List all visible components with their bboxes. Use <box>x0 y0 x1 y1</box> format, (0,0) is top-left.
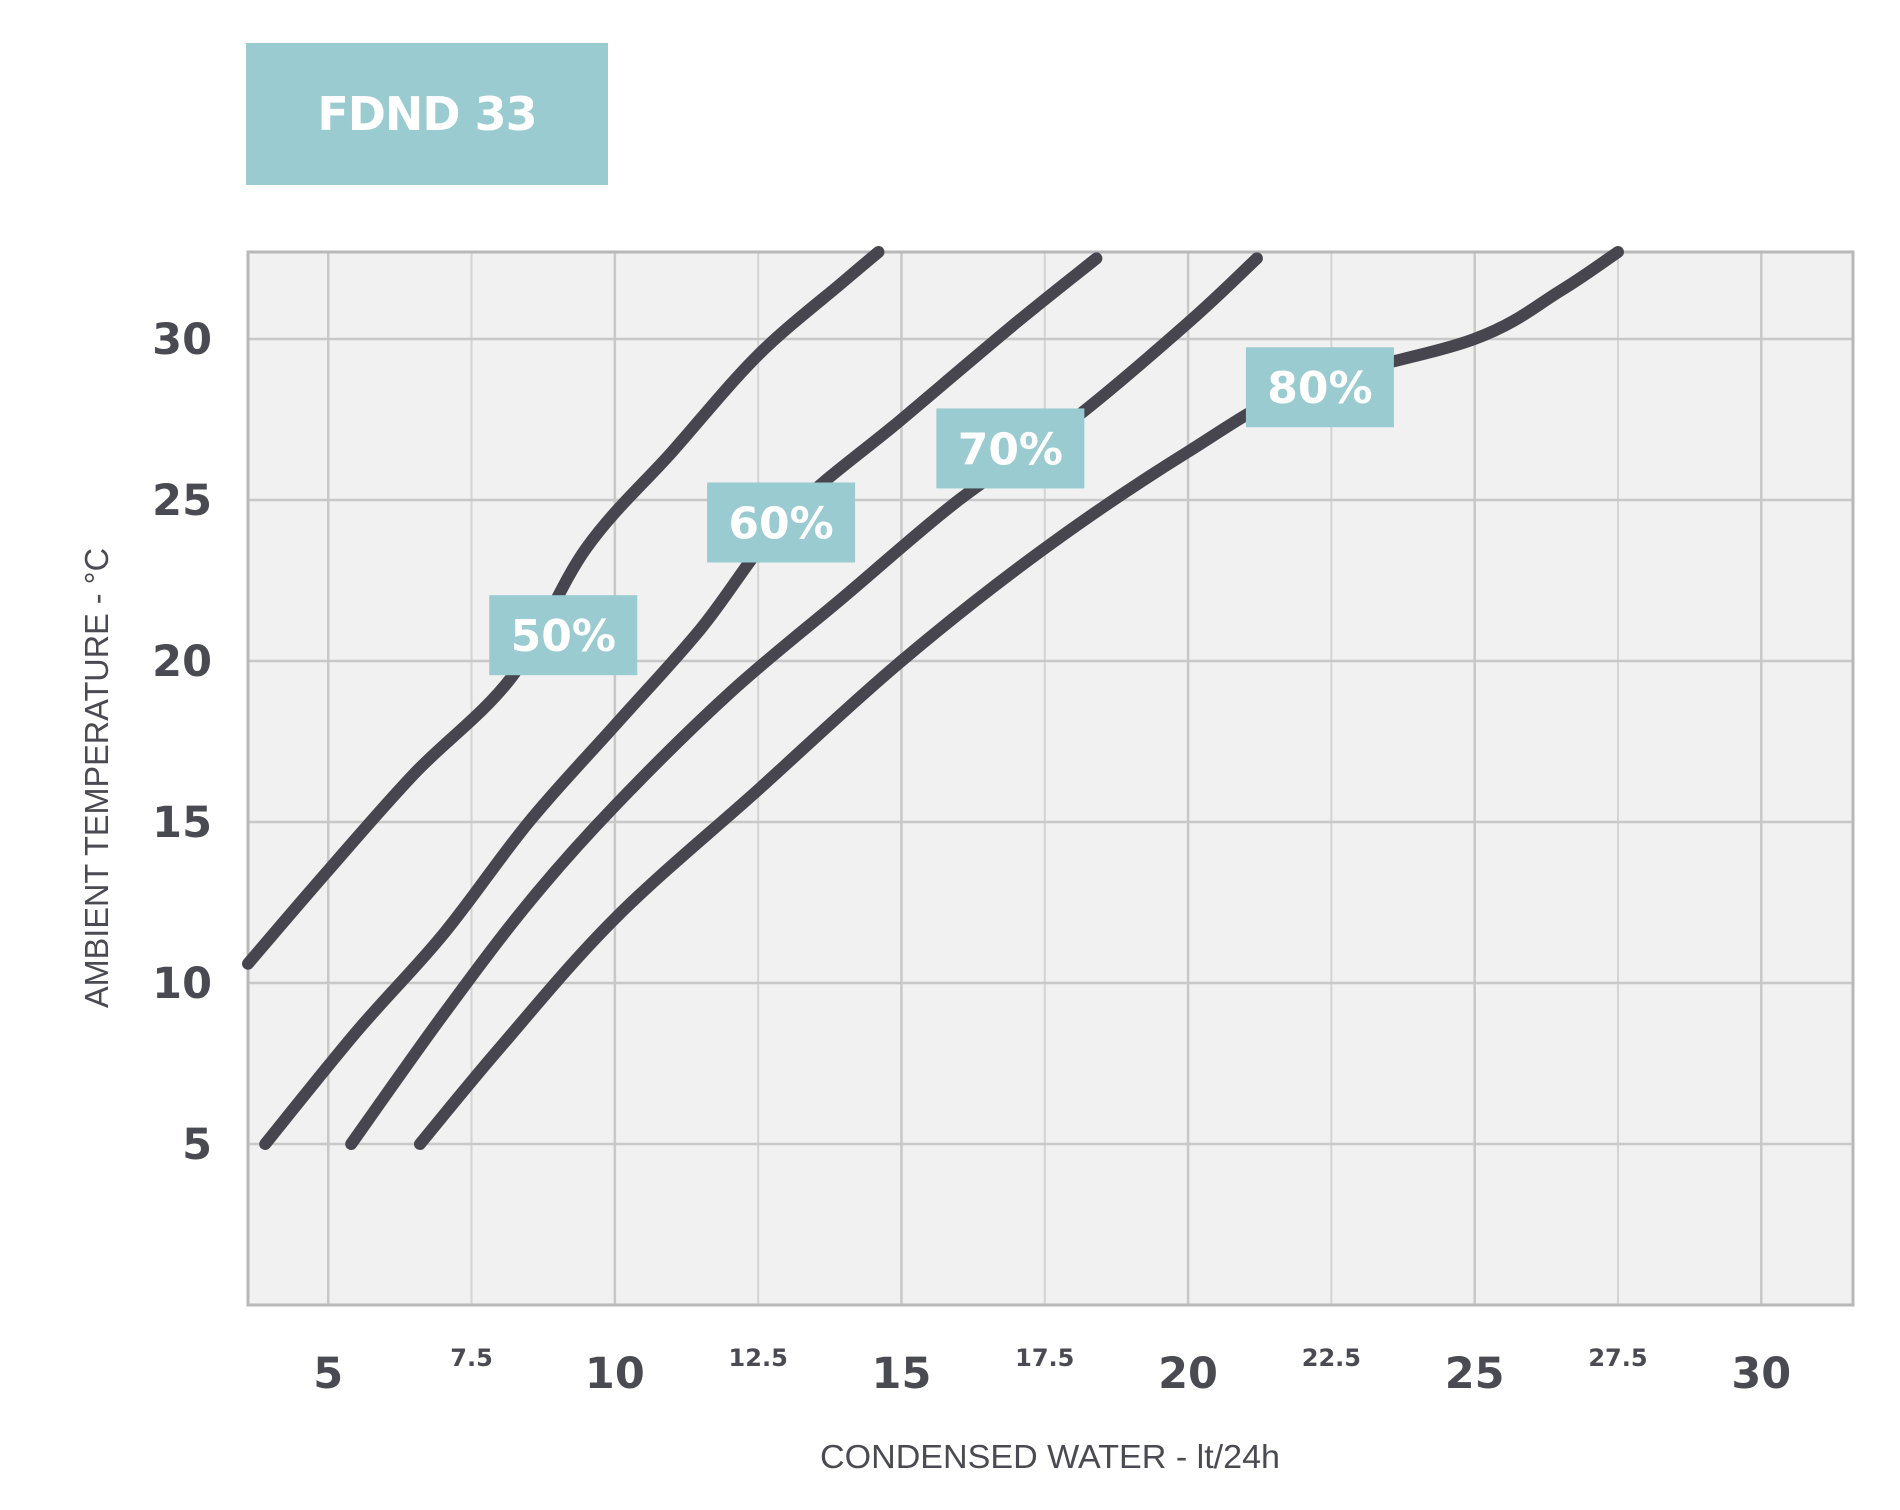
series-label-box <box>489 595 638 676</box>
series-line <box>259 252 1103 1150</box>
series-line <box>414 246 1624 1150</box>
y-tick-label: 25 <box>152 476 212 526</box>
y-tick-label: 30 <box>152 315 212 365</box>
series-label: 80% <box>1267 363 1372 414</box>
series-label: 70% <box>958 424 1063 475</box>
series-lines <box>242 246 1624 1150</box>
series-label-box <box>1245 347 1394 428</box>
x-tick-label: 10 <box>585 1349 645 1399</box>
x-tick-label: 22.5 <box>1302 1344 1361 1372</box>
y-tick-label: 5 <box>182 1120 212 1170</box>
series-line <box>345 252 1263 1150</box>
chart-title: FDND 33 <box>317 87 537 141</box>
y-tick-label: 10 <box>152 959 212 1009</box>
series-label: 50% <box>511 611 616 662</box>
x-tick-label: 12.5 <box>729 1344 788 1372</box>
x-tick-label: 30 <box>1731 1349 1791 1399</box>
x-tick-label: 17.5 <box>1015 1344 1074 1372</box>
x-tick-label: 15 <box>872 1349 932 1399</box>
series-label: 60% <box>728 498 833 549</box>
x-tick-label: 25 <box>1445 1349 1505 1399</box>
x-tick-label: 5 <box>313 1349 343 1399</box>
y-tick-label: 20 <box>152 637 212 687</box>
x-tick-label: 27.5 <box>1588 1344 1647 1372</box>
x-tick-label: 7.5 <box>450 1344 493 1372</box>
series-label-box <box>936 408 1085 489</box>
series-labels: 50% 60% 70% 80% <box>489 347 1394 676</box>
chart-title-box: FDND 33 <box>246 43 608 185</box>
axes: 5 7.5 10 12.5 15 17.5 20 22.5 25 27.5 30 5 10 15 20 25 3… <box>78 315 1791 1475</box>
x-axis-title: CONDENSED WATER - lt/24h <box>820 1438 1280 1475</box>
series-line <box>242 246 885 970</box>
x-tick-label: 20 <box>1158 1349 1218 1399</box>
plot-frame <box>246 250 1855 1307</box>
y-tick-label: 15 <box>152 798 212 848</box>
series-label-box <box>707 482 856 563</box>
grid <box>246 250 1855 1307</box>
y-axis-title: AMBIENT TEMPERATURE - °C <box>78 548 115 1008</box>
